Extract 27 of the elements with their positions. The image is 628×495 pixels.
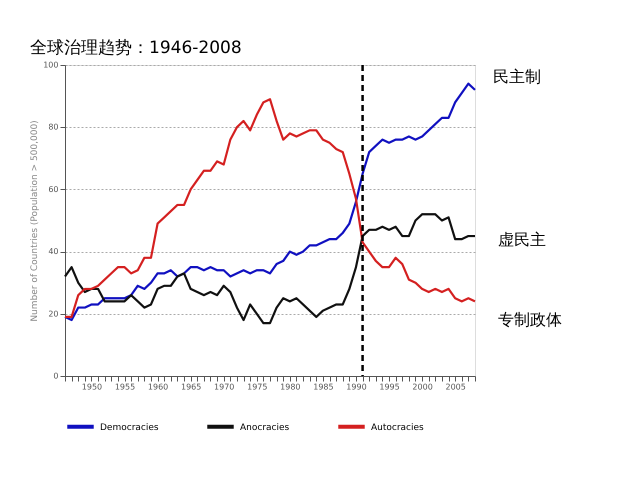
y-tick-label: 80 [48,122,58,132]
x-tick-label: 2005 [445,382,466,392]
x-tick-label: 1990 [346,382,367,392]
text: 专制政体 [498,310,562,329]
y-tick-label: 40 [48,247,58,256]
line-series [64,213,476,324]
y-tick-label: 0 [53,372,58,380]
x-tick-label: 2000 [412,382,433,392]
x-tick-label: 1995 [379,382,400,392]
y-tick-label: 100 [43,60,58,70]
legend-label: Autocracies [371,422,424,433]
y-axis-title: Number of Countries (Population > 500,000) [30,120,40,322]
legend-label: Democracies [100,422,159,433]
chart-title: 全球治理趋势：1946-2008 [30,38,242,58]
x-tick-label: 1975 [247,382,268,392]
x-tick-label: 1950 [82,382,102,392]
x-tick-label: 1985 [313,382,334,392]
text: 民主制 [493,67,541,86]
y-tick-label: 20 [48,309,58,318]
x-tick-label: 1970 [214,382,234,392]
x-tick-label: 1955 [114,382,136,392]
x-tick-label: 1960 [148,382,168,392]
x-tick-label: 1965 [180,382,202,392]
x-tick-label: 1980 [280,382,301,392]
text: 虚民主 [498,230,546,249]
legend-label: Anocracies [240,422,290,433]
y-tick-label: 60 [48,184,58,194]
